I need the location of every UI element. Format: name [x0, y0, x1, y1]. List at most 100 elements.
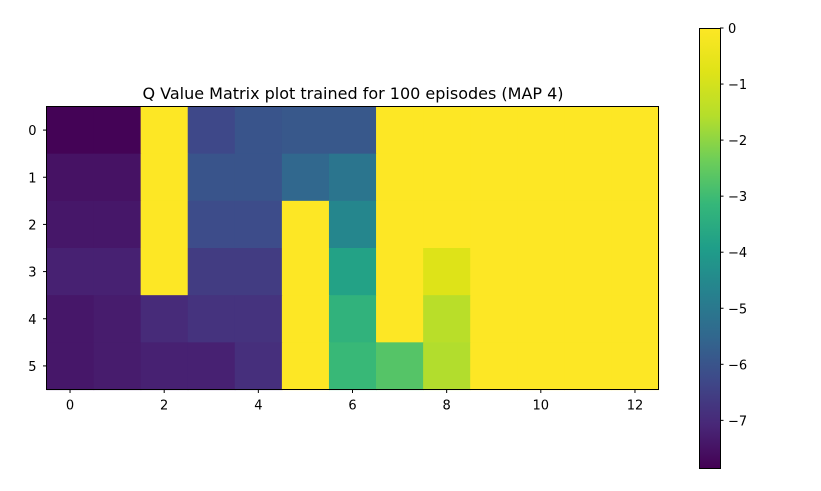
- x-tick-label: 8: [443, 399, 451, 414]
- y-tick-label: 4: [28, 313, 36, 328]
- heatmap-cell: [611, 106, 660, 155]
- heatmap-cell: [423, 342, 471, 391]
- heatmap-cell: [611, 200, 660, 249]
- heatmap-cell: [187, 248, 236, 296]
- y-tick-label: 2: [28, 218, 36, 233]
- heatmap-cell: [564, 106, 613, 155]
- heatmap-cell: [140, 295, 189, 343]
- y-tick-label: 0: [28, 124, 36, 139]
- y-tick-label: 1: [28, 171, 36, 186]
- colorbar-tick-label: −1: [728, 78, 747, 93]
- colorbar-axis: 0 −1 −2 −3 −4 −5 −6 −7: [720, 22, 747, 429]
- heatmap-cell: [46, 153, 95, 202]
- heatmap-cell: [470, 153, 518, 202]
- heatmap-cell: [611, 153, 660, 202]
- heatmap-cell: [234, 295, 283, 343]
- heatmap-cell: [564, 200, 613, 249]
- heatmap-cell: [234, 342, 283, 391]
- heatmap-cell: [281, 153, 330, 202]
- heatmap-cell: [376, 248, 424, 296]
- heatmap-cell: [517, 295, 565, 343]
- heatmap-cell: [140, 153, 189, 202]
- heatmap-cell: [46, 200, 95, 249]
- heatmap-cell: [46, 295, 95, 343]
- heatmap-cell: [328, 106, 377, 155]
- heatmap-cell: [46, 342, 95, 391]
- heatmap-cell: [376, 295, 424, 343]
- heatmap-cell: [376, 200, 424, 249]
- heatmap-cell: [187, 200, 236, 249]
- x-tick-label: 2: [160, 399, 168, 414]
- colorbar-tick-label: −7: [728, 414, 747, 429]
- heatmap-cell: [234, 153, 283, 202]
- heatmap-cell: [281, 248, 330, 296]
- x-tick-label: 0: [66, 399, 74, 414]
- heatmap-cell: [611, 342, 660, 391]
- x-tick-label: 4: [254, 399, 262, 414]
- heatmap-cell: [187, 342, 236, 391]
- x-axis: 0 2 4 6 8 10 12: [66, 389, 644, 414]
- heatmap-cell: [564, 295, 613, 343]
- y-tick-label: 5: [28, 360, 36, 375]
- heatmap-cell: [517, 153, 565, 202]
- heatmap-cell: [328, 200, 377, 249]
- heatmap-cell: [376, 106, 424, 155]
- heatmap-cell: [93, 295, 142, 343]
- heatmap-cell: [564, 153, 613, 202]
- heatmap-cell: [281, 106, 330, 155]
- heatmap-cell: [328, 342, 377, 391]
- heatmap-cell: [376, 153, 424, 202]
- x-tick-label: 6: [348, 399, 356, 414]
- heatmap-cell: [46, 248, 95, 296]
- heatmap-cell: [281, 200, 330, 249]
- heatmap-cell: [140, 200, 189, 249]
- x-tick-label: 12: [627, 399, 644, 414]
- heatmap-cell: [564, 248, 613, 296]
- colorbar-tick-label: −4: [728, 246, 747, 261]
- heatmap-cell: [423, 248, 471, 296]
- heatmap-cell: [517, 248, 565, 296]
- heatmap-cell: [564, 342, 613, 391]
- heatmap-cell: [93, 248, 142, 296]
- y-tick-label: 3: [28, 266, 36, 281]
- colorbar-tick-label: −3: [728, 190, 747, 205]
- heatmap-cell: [423, 200, 471, 249]
- heatmap-cell: [46, 106, 95, 155]
- heatmap-cell: [328, 295, 377, 343]
- heatmap-cell: [93, 106, 142, 155]
- heatmap-cell: [517, 342, 565, 391]
- heatmap-cell: [517, 106, 565, 155]
- heatmap-cell: [234, 200, 283, 249]
- colorbar: [699, 28, 720, 468]
- heatmap-cell: [281, 295, 330, 343]
- x-tick-label: 10: [533, 399, 550, 414]
- heatmap-cell: [93, 342, 142, 391]
- heatmap-cell: [187, 153, 236, 202]
- heatmap-cell: [234, 248, 283, 296]
- heatmap-cell: [140, 342, 189, 391]
- heatmap-cell: [328, 248, 377, 296]
- colorbar-tick-label: −6: [728, 358, 747, 373]
- heatmap-cell: [470, 248, 518, 296]
- heatmap-cell: [423, 106, 471, 155]
- heatmap-cell: [187, 106, 236, 155]
- heatmap-cell: [470, 342, 518, 391]
- chart-title: Q Value Matrix plot trained for 100 epis…: [142, 84, 563, 103]
- heatmap-cell: [140, 106, 189, 155]
- heatmap-cell: [470, 106, 518, 155]
- heatmap-cell: [376, 342, 424, 391]
- heatmap-cell: [93, 153, 142, 202]
- heatmap-cell: [611, 295, 660, 343]
- heatmap-cell: [187, 295, 236, 343]
- heatmap-cell: [93, 200, 142, 249]
- heatmap-cell: [517, 200, 565, 249]
- colorbar-tick-label: −2: [728, 134, 747, 149]
- heatmap-cell: [423, 295, 471, 343]
- heatmap-cells: [46, 106, 660, 391]
- colorbar-tick-label: −5: [728, 302, 747, 317]
- colorbar-tick-label: 0: [728, 22, 736, 37]
- y-axis: 0 1 2 3 4 5: [28, 124, 47, 375]
- heatmap-cell: [470, 200, 518, 249]
- heatmap-cell: [611, 248, 660, 296]
- heatmap-cell: [234, 106, 283, 155]
